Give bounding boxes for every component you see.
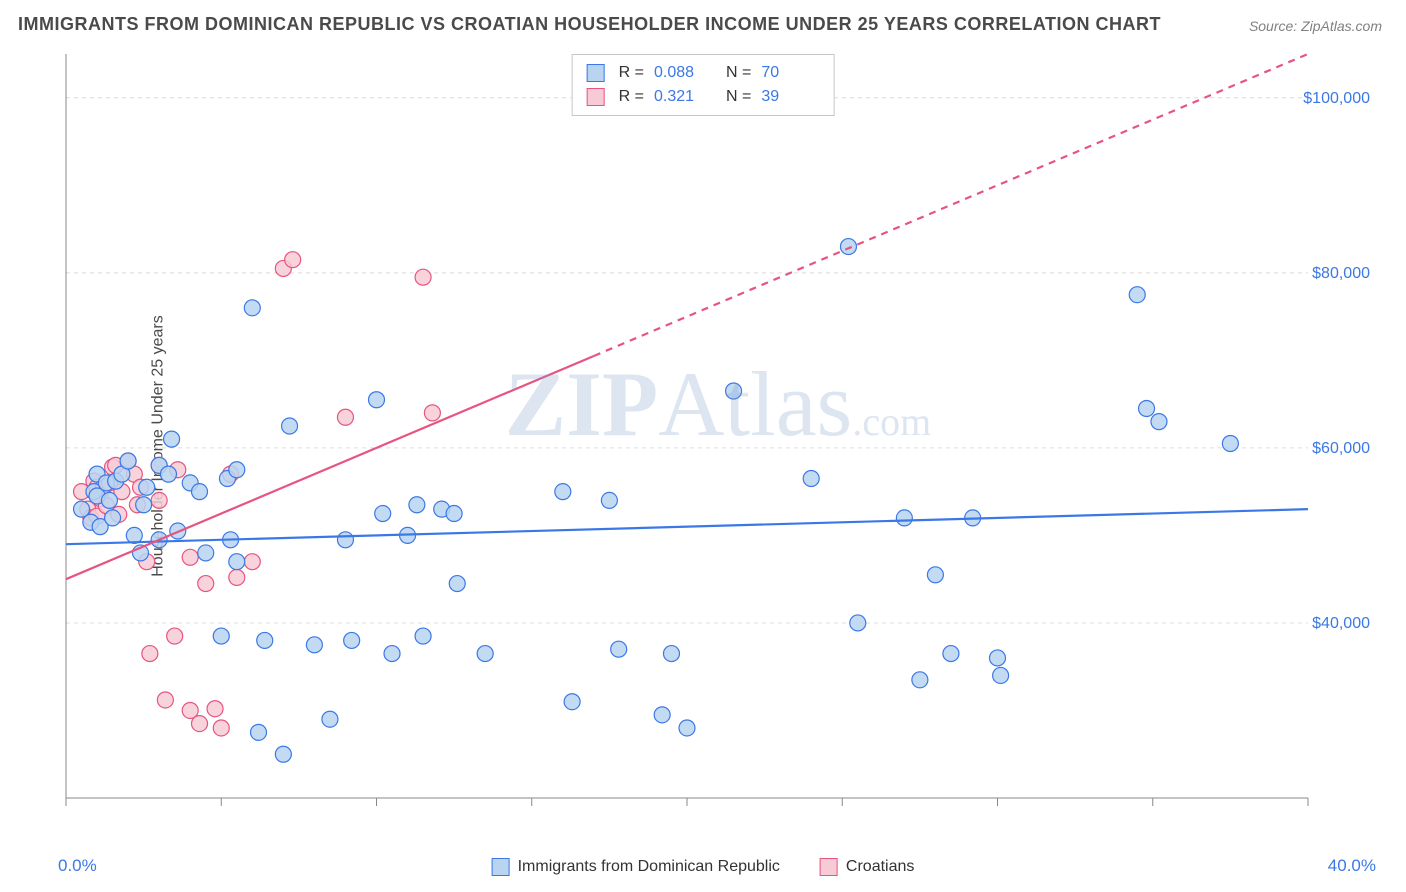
n-value-croatians: 39 xyxy=(761,85,819,109)
svg-text:$40,000: $40,000 xyxy=(1312,615,1370,632)
svg-text:$100,000: $100,000 xyxy=(1303,90,1370,107)
r-label: R = xyxy=(619,85,644,109)
n-label: N = xyxy=(726,85,751,109)
legend-swatch-icon xyxy=(820,858,838,876)
legend-row-dominican: R = 0.088 N = 70 xyxy=(587,61,820,85)
correlation-legend: R = 0.088 N = 70 R = 0.321 N = 39 xyxy=(572,54,835,116)
series-legend: Immigrants from Dominican Republic Croat… xyxy=(492,858,915,876)
legend-label-dominican: Immigrants from Dominican Republic xyxy=(518,858,780,876)
legend-label-croatians: Croatians xyxy=(846,858,914,876)
r-label: R = xyxy=(619,61,644,85)
x-axis-min-label: 0.0% xyxy=(58,856,97,876)
chart-title: IMMIGRANTS FROM DOMINICAN REPUBLIC VS CR… xyxy=(18,14,1161,35)
legend-item-croatians: Croatians xyxy=(820,858,914,876)
r-value-croatians: 0.321 xyxy=(654,85,712,109)
x-axis-max-label: 40.0% xyxy=(1328,856,1376,876)
n-label: N = xyxy=(726,61,751,85)
legend-swatch-croatians xyxy=(587,88,605,106)
svg-text:$60,000: $60,000 xyxy=(1312,440,1370,457)
legend-swatch-icon xyxy=(492,858,510,876)
legend-row-croatians: R = 0.321 N = 39 xyxy=(587,85,820,109)
legend-swatch-dominican xyxy=(587,64,605,82)
legend-item-dominican: Immigrants from Dominican Republic xyxy=(492,858,780,876)
source-attribution: Source: ZipAtlas.com xyxy=(1249,18,1382,34)
r-value-dominican: 0.088 xyxy=(654,61,712,85)
scatter-plot-svg: $40,000 $60,000 $80,000 $100,000 xyxy=(58,48,1378,838)
plot-area: $40,000$60,000$80,000$100,000 ZIPAtlas.c… xyxy=(58,48,1378,838)
n-value-dominican: 70 xyxy=(761,61,819,85)
svg-text:$80,000: $80,000 xyxy=(1312,265,1370,282)
